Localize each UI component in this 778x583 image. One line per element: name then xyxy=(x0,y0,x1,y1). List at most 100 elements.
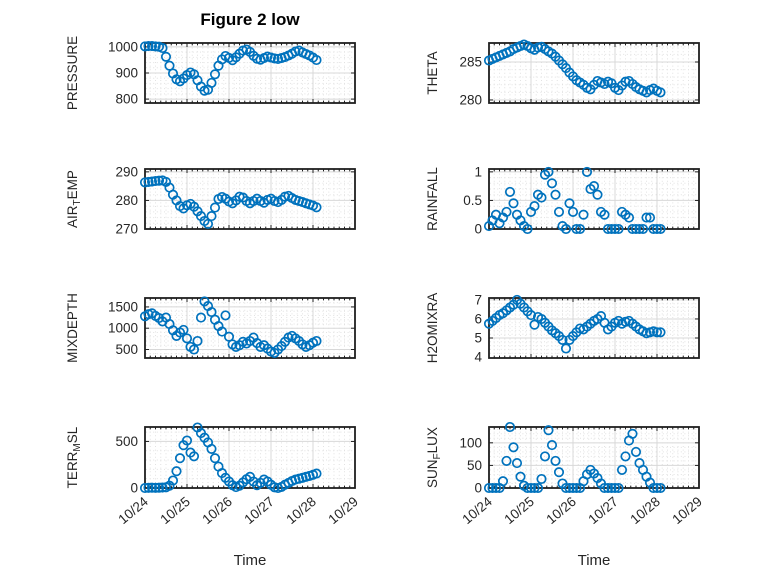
x-tick-label: 10/29 xyxy=(325,494,361,527)
data-point xyxy=(178,324,189,335)
data-point xyxy=(146,482,158,493)
x-tick-label: 10/25 xyxy=(157,494,193,527)
series-markers xyxy=(483,421,666,494)
data-point xyxy=(560,223,572,235)
data-point xyxy=(311,335,322,347)
y-tick-label: 6 xyxy=(474,311,482,326)
data-point xyxy=(150,175,161,187)
data-point xyxy=(599,482,610,494)
data-point xyxy=(188,451,200,462)
data-point xyxy=(560,343,572,354)
data-point xyxy=(216,326,228,337)
data-point xyxy=(609,482,621,494)
data-point xyxy=(206,77,217,88)
data-point xyxy=(655,223,666,235)
subplot-h2omixra: 4 5 6 7 H2OMIXRA xyxy=(425,292,700,365)
data-point xyxy=(157,482,168,493)
y-tick-label: 1000 xyxy=(108,321,138,336)
data-point xyxy=(560,482,572,494)
data-point xyxy=(655,327,666,338)
data-point xyxy=(153,482,165,493)
subplot-terr-msl: 0 500 TERRMSL xyxy=(65,422,356,496)
data-point xyxy=(571,223,582,235)
x-tick-label: 10/28 xyxy=(283,494,319,527)
data-point xyxy=(160,51,172,62)
data-point xyxy=(557,334,568,345)
data-point xyxy=(143,482,154,493)
data-point xyxy=(188,344,200,355)
x-tick-label: 10/24 xyxy=(459,494,495,528)
data-point xyxy=(553,206,565,217)
tick-marks xyxy=(489,298,699,358)
major-grid xyxy=(490,428,698,487)
series-markers xyxy=(483,166,666,235)
data-point xyxy=(644,212,656,223)
data-point xyxy=(157,42,168,54)
data-point xyxy=(553,467,565,478)
data-point xyxy=(546,440,558,451)
data-point xyxy=(592,189,603,200)
data-point xyxy=(536,192,547,203)
minor-grid xyxy=(146,428,354,487)
data-point xyxy=(150,482,161,493)
data-point xyxy=(578,209,589,220)
y-axis-label-terr-msl: TERRMSL xyxy=(65,426,83,488)
y-tick-label: 1000 xyxy=(108,39,138,54)
subplot-air-temp: 270 280 290 AIRTEMP xyxy=(65,164,356,237)
data-point xyxy=(167,475,179,486)
y-tick-label: 5 xyxy=(474,331,482,346)
data-point xyxy=(655,482,666,494)
y-tick-label: 500 xyxy=(115,434,138,449)
x-tick-label: 10/26 xyxy=(543,494,579,527)
data-point xyxy=(543,425,554,436)
data-point xyxy=(581,166,593,177)
data-point xyxy=(146,41,158,52)
figure-title: Figure 2 low xyxy=(200,10,300,29)
x-tick-label: 10/29 xyxy=(669,494,705,527)
minor-grid xyxy=(490,170,698,228)
minor-grid xyxy=(490,44,698,102)
major-grid xyxy=(490,170,698,228)
tick-marks xyxy=(145,43,355,103)
x-tick-label: 10/24 xyxy=(115,494,151,528)
data-point xyxy=(508,442,519,453)
data-point xyxy=(529,482,540,494)
data-point xyxy=(648,223,659,235)
y-tick-label: 270 xyxy=(115,222,138,237)
data-point xyxy=(651,223,663,235)
data-point xyxy=(648,482,659,494)
data-point xyxy=(501,455,512,466)
data-point xyxy=(620,451,631,462)
data-point xyxy=(515,471,526,482)
data-point xyxy=(602,223,614,235)
data-point xyxy=(269,53,280,64)
subplot-sun-flux: 0 50 100 SUNFLUX xyxy=(425,421,700,496)
y-tick-label: 0 xyxy=(130,481,138,496)
data-point xyxy=(567,206,579,217)
tick-marks xyxy=(145,169,355,229)
data-point xyxy=(206,443,217,454)
data-point xyxy=(623,212,635,223)
data-point xyxy=(311,202,322,213)
y-tick-label: 500 xyxy=(115,342,138,357)
data-point xyxy=(609,223,621,235)
subplot-pressure: 800 900 1000 PRESSURE xyxy=(65,36,356,110)
data-point xyxy=(487,482,498,494)
data-point xyxy=(525,482,537,494)
y-tick-label: 4 xyxy=(474,350,482,365)
data-point xyxy=(192,335,203,347)
y-axis-label-h2omixra: H2OMIXRA xyxy=(425,293,440,364)
data-point xyxy=(532,482,544,494)
y-tick-label: 0 xyxy=(474,481,482,496)
x-tick-label: 10/27 xyxy=(585,494,621,527)
y-tick-label: 280 xyxy=(115,193,138,208)
x-tick-label: 10/26 xyxy=(199,494,235,527)
y-axis-label-pressure: PRESSURE xyxy=(65,36,80,110)
subplot-mixdepth: 500 1000 1500 MIXDEPTH xyxy=(65,293,356,363)
y-tick-label: 1 xyxy=(474,164,482,179)
data-point xyxy=(574,223,586,235)
y-tick-label: 285 xyxy=(459,54,482,69)
data-point xyxy=(508,198,519,209)
data-point xyxy=(511,458,523,469)
